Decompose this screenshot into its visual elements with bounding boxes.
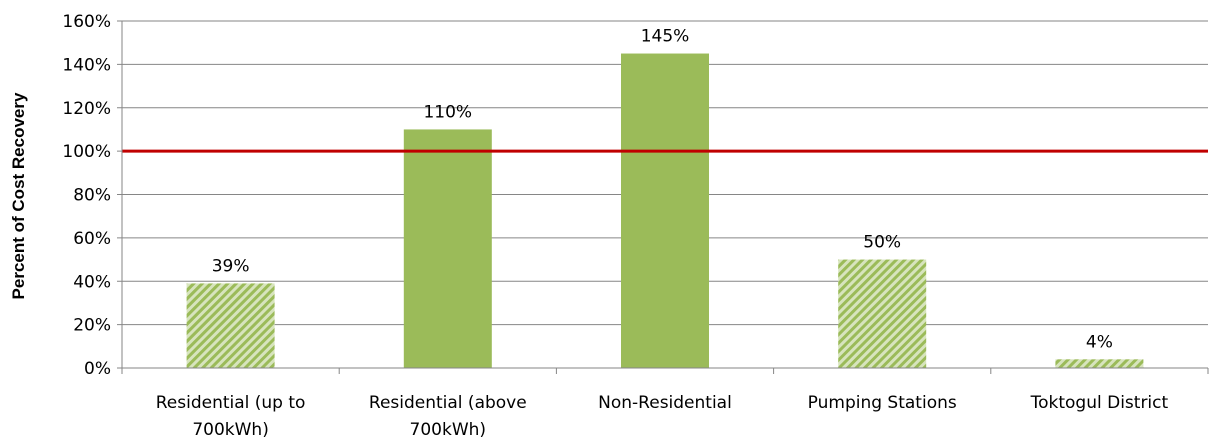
category-label: Non-Residential	[598, 393, 732, 413]
y-tick-label: 0%	[84, 359, 111, 379]
y-tick-label: 60%	[73, 229, 111, 249]
data-label: 110%	[423, 102, 472, 122]
data-label: 145%	[641, 27, 690, 47]
bar	[838, 259, 927, 368]
y-axis-title: Percent of Cost Recovery	[9, 92, 28, 299]
y-tick-label: 80%	[73, 186, 111, 206]
y-tick-labels: 0% 20% 40% 60% 80% 100% 120% 140% 160%	[62, 12, 111, 379]
y-tick-label: 40%	[73, 272, 111, 292]
category-label: 700kWh)	[192, 420, 269, 440]
bars	[186, 53, 1144, 368]
category-label: Residential (up to	[156, 393, 306, 413]
bar	[621, 53, 709, 368]
data-label: 50%	[863, 233, 901, 253]
bar	[186, 283, 275, 368]
category-label: 700kWh)	[410, 420, 487, 440]
category-label: Pumping Stations	[808, 393, 957, 413]
category-label: Residential (above	[369, 393, 527, 413]
category-labels: Residential (up to 700kWh) Residential (ab…	[156, 393, 1169, 440]
bar	[403, 129, 492, 368]
y-tick-label: 120%	[62, 99, 111, 119]
y-tick-label: 100%	[62, 142, 111, 162]
data-labels: 39% 110% 145% 50% 4%	[212, 27, 1113, 353]
data-label: 39%	[212, 256, 250, 276]
data-label: 4%	[1086, 332, 1113, 352]
y-tick-label: 20%	[73, 316, 111, 336]
category-label: Toktogul District	[1030, 393, 1169, 413]
y-tick-label: 140%	[62, 55, 111, 75]
axes	[121, 21, 1209, 374]
y-tick-label: 160%	[62, 12, 111, 32]
bar	[1055, 359, 1144, 368]
